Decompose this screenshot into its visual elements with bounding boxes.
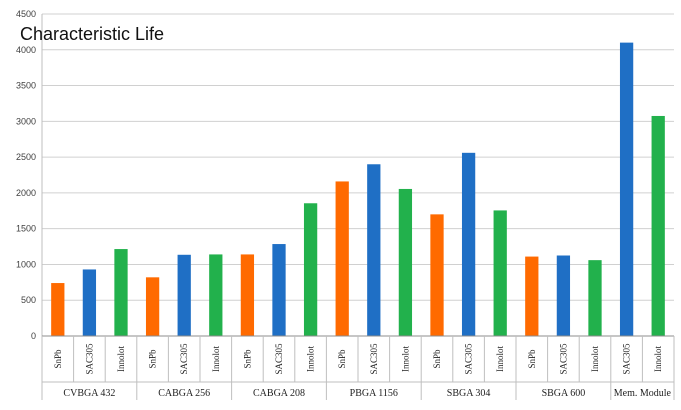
bar-snpb [335, 181, 349, 336]
y-tick-label: 3000 [16, 116, 36, 126]
y-tick-label: 4500 [16, 9, 36, 19]
group-label: CVBGA 432 [63, 388, 115, 399]
bar-innolot [398, 188, 413, 336]
x-tick-label: SnPb [53, 349, 63, 369]
bar-sac305 [556, 255, 571, 336]
group-label: SBGA 304 [447, 388, 491, 399]
x-tick-label: SnPb [432, 349, 442, 369]
bar-snpb [51, 283, 65, 336]
chart-title: Characteristic Life [20, 24, 164, 44]
bar-sac305 [272, 244, 286, 336]
x-tick-label: SAC305 [274, 343, 284, 375]
bars [51, 42, 665, 336]
bar-sac305 [461, 152, 476, 336]
x-tick-label: SAC305 [179, 343, 189, 375]
y-tick-label: 1000 [16, 259, 36, 269]
group-label: CABGA 208 [253, 388, 305, 399]
plot-area [42, 14, 674, 336]
bar-innolot [114, 249, 128, 336]
y-tick-label: 0 [31, 331, 36, 341]
x-tick-label: Innolot [653, 346, 663, 372]
y-tick-label: 1500 [16, 224, 36, 234]
bar-innolot [588, 260, 602, 336]
x-tick-label: SnPb [148, 349, 158, 369]
bar-sac305 [619, 42, 634, 336]
y-tick-label: 4000 [16, 45, 36, 55]
y-tick-label: 2500 [16, 152, 36, 162]
x-tick-label: SAC305 [84, 343, 94, 375]
x-tick-label: SAC305 [558, 343, 568, 375]
bar-innolot [209, 254, 223, 336]
x-tick-label: Innolot [400, 346, 410, 372]
x-tick-label: SAC305 [622, 343, 632, 375]
x-tick-label: Innolot [211, 346, 221, 372]
x-tick-label: Innolot [306, 346, 316, 372]
y-tick-label: 500 [21, 295, 36, 305]
x-axis: SnPb SAC305 Innolot CVBGA 432 SnPb SAC305 Inno… [41, 335, 675, 400]
x-tick-label: SAC305 [464, 343, 474, 375]
x-tick-label: Innolot [116, 346, 126, 372]
y-axis-ticks: 0 500 1000 1500 2000 2500 3000 3500 4000 4500 [16, 9, 36, 341]
bar-innolot [303, 203, 318, 336]
group-label: PBGA 1156 [350, 388, 398, 399]
x-tick-label: SnPb [337, 349, 347, 369]
bar-sac305 [82, 269, 97, 336]
y-tick-label: 3500 [16, 81, 36, 91]
bar-innolot [493, 210, 507, 336]
group-label: CABGA 256 [158, 388, 210, 399]
group-label: SBGA 600 [542, 388, 586, 399]
bar-sac305 [177, 254, 191, 336]
bar-innolot [651, 115, 665, 336]
x-tick-label: SnPb [242, 349, 252, 369]
bar-snpb [525, 256, 539, 336]
x-tick-label: Innolot [495, 346, 505, 372]
bar-snpb [145, 277, 160, 336]
y-tick-label: 2000 [16, 188, 36, 198]
x-tick-label: SnPb [527, 349, 537, 369]
bar-snpb [430, 214, 444, 336]
bar-snpb [240, 254, 255, 336]
group-label: Mem. Module [614, 388, 672, 399]
x-tick-label: Innolot [590, 346, 600, 372]
x-tick-label: SAC305 [369, 343, 379, 375]
bar-sac305 [367, 164, 381, 336]
